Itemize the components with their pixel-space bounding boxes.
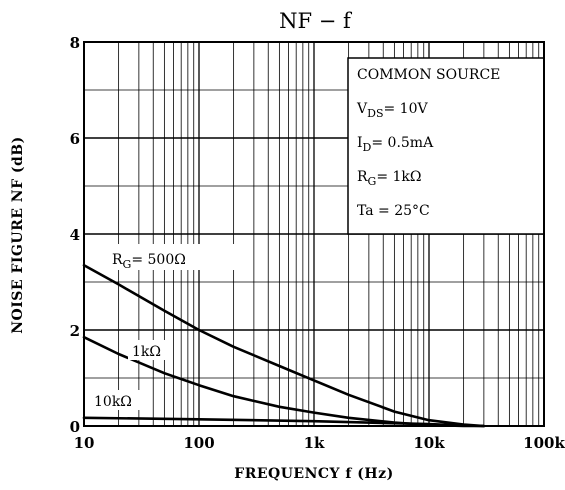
curve-label-10k-bg	[91, 390, 143, 410]
condition-rg-value: = 1kΩ	[376, 169, 421, 185]
y-tick-label: 2	[70, 322, 80, 340]
conditions-box-rect	[347, 57, 545, 235]
curve-label-500-bg	[108, 244, 236, 270]
condition-vds-value: = 10V	[383, 101, 428, 117]
x-tick-label: 10k	[413, 434, 445, 452]
condition-id: ID= 0.5mA	[357, 135, 434, 154]
y-tick-label: 4	[70, 226, 80, 244]
y-tick-label: 6	[70, 130, 80, 148]
chart-title: NF − f	[279, 9, 353, 33]
curve-label-rg-500: RG= 500Ω	[112, 252, 186, 271]
curve-label-500-sub: G	[123, 258, 132, 271]
curve-label-1k: 1kΩ	[132, 344, 161, 360]
condition-vds-sub: DS	[367, 107, 383, 120]
curve-labels: RG= 500Ω 1kΩ 10kΩ	[91, 244, 236, 410]
condition-rg-main: R	[357, 169, 368, 185]
condition-common-source: COMMON SOURCE	[357, 67, 500, 83]
x-tick-labels: 10 100 1k 10k 100k	[74, 434, 565, 452]
condition-ta: Ta = 25°C	[357, 203, 430, 219]
plot-frame	[83, 41, 545, 427]
conditions-box: COMMON SOURCE VDS= 10V ID= 0.5mA RG= 1kΩ…	[356, 67, 500, 219]
curve-label-500-main: R	[112, 252, 123, 268]
condition-rg-sub: G	[368, 175, 377, 188]
condition-vds: VDS= 10V	[356, 101, 428, 120]
x-tick-label: 1k	[304, 434, 325, 452]
condition-id-sub: D	[363, 141, 372, 154]
y-axis-label: NOISE FIGURE NF (dB)	[10, 136, 26, 334]
condition-id-value: = 0.5mA	[371, 135, 434, 151]
x-tick-label: 100k	[523, 434, 565, 452]
curve-label-500-value: = 500Ω	[131, 252, 186, 268]
series-line-0	[82, 263, 486, 428]
x-axis-label: FREQUENCY f (Hz)	[234, 466, 393, 482]
x-tick-label: 10	[74, 434, 95, 452]
y-tick-label: 8	[70, 34, 80, 52]
x-tick-label: 100	[183, 434, 214, 452]
conditions-box-background	[347, 57, 545, 235]
curve-label-10k: 10kΩ	[94, 394, 132, 410]
y-tick-label: 0	[70, 418, 80, 436]
condition-id-main: I	[357, 135, 363, 151]
y-tick-labels: 0 2 4 6 8	[70, 34, 80, 436]
curve-label-1k-bg	[128, 340, 172, 360]
condition-vds-main: V	[356, 101, 368, 117]
condition-rg: RG= 1kΩ	[357, 169, 422, 188]
